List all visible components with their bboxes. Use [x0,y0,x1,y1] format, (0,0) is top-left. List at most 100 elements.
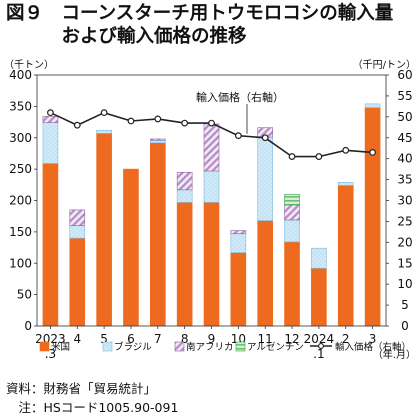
note-text: 注：HSコード1005.90-091 [6,400,179,415]
bar-us-7 [230,252,247,327]
bar-south_africa-4 [150,138,166,141]
legend-label-brazil: ブラジル [114,341,152,353]
price-point [154,115,162,123]
y-unit-label: （千トン） [4,59,54,71]
source-notes: 資料：財務省「貿易統計」 注：HSコード1005.90-091 [6,379,178,417]
bar-brazil-6 [203,170,220,203]
bar-us-3 [123,168,139,327]
y-tick-label: 300 [9,131,32,145]
legend-label-price: 輸入価格（右軸） [335,341,411,353]
price-point [127,117,135,125]
annotation-text: 輸入価格（右軸） [196,90,284,104]
y-tick-label: 0 [24,319,32,333]
bar-brazil-1 [69,225,86,239]
bar-us-1 [69,237,86,327]
x-tick-label: 12 [284,332,299,346]
price-point [261,134,269,142]
x-unit-label: （年.月） [373,348,416,361]
bar-us-0 [42,163,59,327]
legend-label-argentina: アルゼンチン [247,341,304,353]
y2-tick-label: 35 [397,173,412,187]
price-point [234,132,242,140]
bar-brazil-7 [230,233,247,253]
bar-us-12 [364,107,381,327]
title-line-2: および輸入価格の推移 [6,26,247,47]
bar-brazil-0 [42,122,59,164]
bar-us-4 [150,142,166,327]
y-tick-label: 200 [9,194,32,208]
y2-tick-label: 5 [401,298,409,312]
title-line-1: 図９ コーンスターチ用トウモロコシの輸入量 [6,3,394,24]
y2-tick-label: 40 [397,152,412,166]
bars [42,103,381,327]
bar-brazil-12 [364,103,381,108]
y2-tick-label: 10 [397,277,412,291]
price-point [208,119,215,127]
legend-swatch-argentina [235,341,246,352]
y2-tick-label: 55 [397,89,412,103]
chart-title: 図９ コーンスターチ用トウモロコシの輸入量 および輸入価格の推移 [6,2,416,48]
x-tick-label: 7 [154,332,162,346]
bar-brazil-10 [311,247,327,269]
bar-us-8 [257,220,273,327]
y-tick-label: 50 [17,288,32,302]
x-tick-sublabel: .3 [45,347,56,361]
bar-us-6 [203,202,220,327]
x-tick-label: 5 [100,332,108,346]
source-text: 資料：財務省「貿易統計」 [6,381,157,396]
bar-us-9 [284,241,300,327]
y2-tick-label: 60 [397,68,412,82]
axes: 0501001502002503003504000510152025303540… [4,59,416,361]
y-tick-label: 250 [9,162,32,176]
bar-us-11 [337,185,354,327]
bar-brazil-11 [337,182,354,186]
bar-south_africa-6 [203,123,220,172]
price-point [369,148,376,156]
y2-tick-label: 30 [397,194,412,208]
y2-tick-label: 45 [397,131,412,145]
y2-unit-label: （千円/トン） [353,59,416,71]
y-tick-label: 100 [9,256,32,270]
bar-us-10 [311,267,327,327]
legend-swatch-brazil [102,341,113,352]
bar-us-2 [96,133,112,327]
legend-label-south_africa: 南アフリカ [186,341,234,353]
legend-label-us: 米国 [51,341,70,353]
price-point [288,153,296,160]
x-tick-label: 2024 [304,332,335,346]
x-tick-sublabel: .1 [313,347,324,361]
price-point [315,153,323,160]
x-tick-label: 4 [73,332,81,346]
y-tick-label: 350 [9,99,32,113]
y-tick-label: 400 [9,68,32,82]
x-tick-label: 3 [369,332,377,346]
price-point [100,109,108,117]
bar-south_africa-7 [230,230,247,235]
price-point [181,119,189,127]
y2-tick-label: 0 [401,319,409,333]
price-line-layer: 輸入価格（右軸） [47,90,376,160]
legend-swatch-price-marker [318,343,324,349]
bar-brazil-4 [150,139,166,144]
bar-south_africa-1 [69,209,86,226]
bar-brazil-2 [96,129,112,134]
y2-tick-label: 50 [397,110,412,124]
bar-south_africa-0 [42,116,59,123]
price-point [47,109,54,117]
bar-argentina-9 [284,193,300,206]
x-tick-label: 6 [127,332,135,346]
x-tick-label: 2 [342,332,350,346]
y2-tick-label: 15 [397,256,412,270]
bar-south_africa-9 [284,204,300,221]
legend-swatch-us [39,341,50,352]
bar-brazil-5 [176,189,193,203]
bar-brazil-8 [257,136,273,221]
legend: 米国 ブラジル 南アフリカ アルゼンチン 輸入価格（右軸） [39,341,411,353]
price-point [73,121,81,129]
bar-us-5 [176,202,193,327]
bar-south_africa-5 [176,171,193,191]
x-tick-label: 8 [181,332,189,346]
y2-tick-label: 20 [397,235,412,249]
bar-brazil-9 [284,219,300,243]
